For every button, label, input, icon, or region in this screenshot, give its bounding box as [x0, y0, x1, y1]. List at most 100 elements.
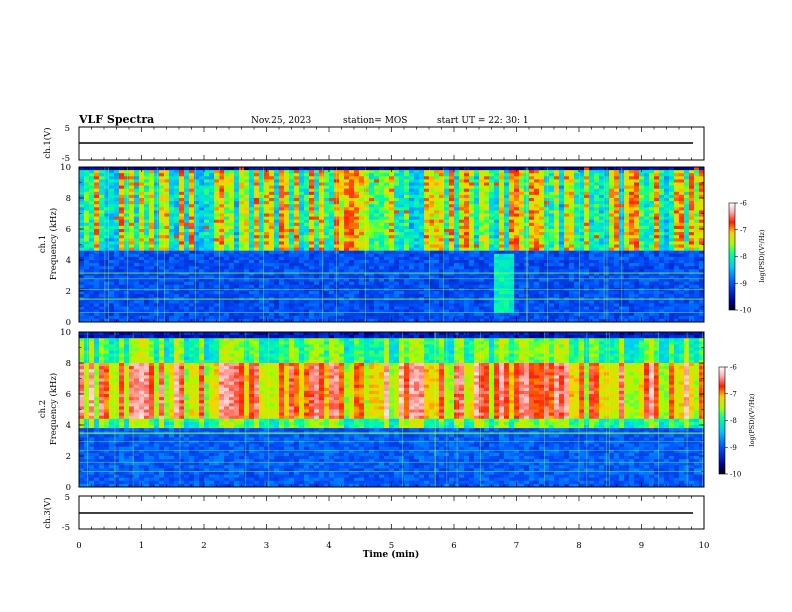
spectrogram-cell — [639, 263, 645, 267]
spectrogram-cell — [304, 250, 310, 255]
spectrogram-cell — [649, 210, 655, 214]
spectrogram-cell — [194, 173, 200, 177]
spectrogram-cell — [424, 256, 430, 261]
spectrogram-cell — [599, 244, 605, 248]
spectrogram-cell — [509, 253, 515, 258]
spectrogram-cell — [234, 225, 240, 230]
spectrogram-cell — [459, 250, 465, 255]
spectrogram-cell — [634, 235, 640, 239]
spectrogram-cell — [289, 176, 295, 180]
spectrogram-cell — [624, 229, 630, 233]
spectrogram-cell — [309, 167, 315, 171]
spectrogram-cell — [664, 185, 670, 190]
spectrogram-cell — [284, 247, 290, 252]
spectrogram-cell — [509, 232, 515, 236]
spectrogram-cell — [234, 198, 240, 202]
spectrogram-cell — [354, 204, 360, 208]
spectrogram-cell — [414, 204, 420, 208]
spectrogram-cell — [534, 198, 540, 202]
spectrogram-cell — [574, 188, 580, 193]
spectrogram-cell — [699, 260, 705, 264]
spectrogram-cell — [199, 225, 205, 230]
spectrogram-cell — [434, 222, 440, 227]
spectrogram-cell — [504, 213, 510, 217]
spectrogram-cell — [649, 250, 655, 255]
spectrogram-cell — [584, 176, 590, 180]
spectrogram-cell — [194, 232, 200, 236]
spectrogram-cell — [549, 241, 555, 245]
spectrogram-cell — [644, 207, 650, 211]
spectrogram-cell — [664, 219, 670, 224]
spectrogram-cell — [349, 213, 355, 217]
spectrogram-cell — [344, 284, 350, 289]
spectrogram-cell — [219, 281, 225, 286]
spectrogram-cell — [174, 275, 180, 279]
spectrogram-cell — [569, 278, 575, 283]
spectrogram-cell — [354, 281, 360, 286]
spectrogram-cell — [549, 269, 555, 273]
spectrogram-cell — [484, 281, 490, 286]
spectrogram-cell — [169, 250, 175, 255]
spectrogram-cell — [299, 266, 305, 270]
spectrogram-cell — [294, 213, 300, 217]
spectrogram-cell — [189, 216, 195, 221]
spectrogram-cell — [559, 201, 565, 205]
spectrogram-cell — [689, 182, 695, 186]
spectrogram-cell — [359, 194, 365, 199]
spectrogram-cell — [334, 253, 340, 258]
spectrogram-cell — [199, 235, 205, 239]
spectrogram-cell — [269, 191, 275, 196]
spectrogram-cell — [684, 235, 690, 239]
spectrogram-cell — [569, 266, 575, 270]
spectrogram-cell — [469, 266, 475, 270]
spectrogram-cell — [199, 275, 205, 279]
spectrogram-cell — [169, 266, 175, 270]
spectrogram-cell — [389, 219, 395, 224]
spectrogram-cell — [454, 185, 460, 190]
spectrogram-cell — [339, 179, 345, 183]
spectrogram-cell — [434, 229, 440, 233]
spectrogram-cell — [129, 272, 135, 276]
spectrogram-cell — [89, 170, 95, 174]
spectrogram-cell — [374, 281, 380, 286]
spectrogram-cell — [219, 272, 225, 276]
spectrogram-cell — [469, 232, 475, 236]
spectrogram-cell — [589, 210, 595, 214]
spectrogram-cell — [534, 284, 540, 289]
spectrogram-cell — [484, 188, 490, 193]
spectrogram-cell — [534, 201, 540, 205]
spectrogram-cell — [309, 266, 315, 270]
spectrogram-cell — [659, 191, 665, 196]
spectrogram-cell — [134, 284, 140, 289]
spectrogram-cell — [209, 229, 215, 233]
spectrogram-cell — [164, 185, 170, 190]
spectrogram-cell — [324, 173, 330, 177]
spectrogram-cell — [124, 281, 130, 286]
spectrogram-cell — [404, 278, 410, 283]
spectrogram-cell — [324, 235, 330, 239]
spectrogram-cell — [244, 225, 250, 230]
spectrogram-cell — [649, 182, 655, 186]
spectrogram-cell — [239, 173, 245, 177]
spectrogram-cell — [139, 204, 145, 208]
spectrogram-cell — [514, 284, 520, 289]
spectrogram-cell — [499, 229, 505, 233]
spectrogram-cell — [284, 167, 290, 171]
spectrogram-cell — [169, 198, 175, 202]
spectrogram-cell — [484, 250, 490, 255]
spectrogram-cell — [429, 278, 435, 283]
spectrogram-cell — [414, 269, 420, 273]
spectrogram-cell — [359, 272, 365, 276]
spectrogram-cell — [259, 256, 265, 261]
spectrogram-cell — [284, 232, 290, 236]
spectrogram-cell — [429, 219, 435, 224]
spectrogram-cell — [529, 191, 535, 196]
spectrogram-cell — [329, 235, 335, 239]
spectrogram-cell — [624, 250, 630, 255]
spectrogram-cell — [409, 235, 415, 239]
spectrogram-cell — [434, 256, 440, 261]
spectrogram-cell — [124, 198, 130, 202]
spectrogram-cell — [504, 238, 510, 242]
spectrogram-cell — [229, 176, 235, 180]
spectrogram-cell — [599, 284, 605, 289]
